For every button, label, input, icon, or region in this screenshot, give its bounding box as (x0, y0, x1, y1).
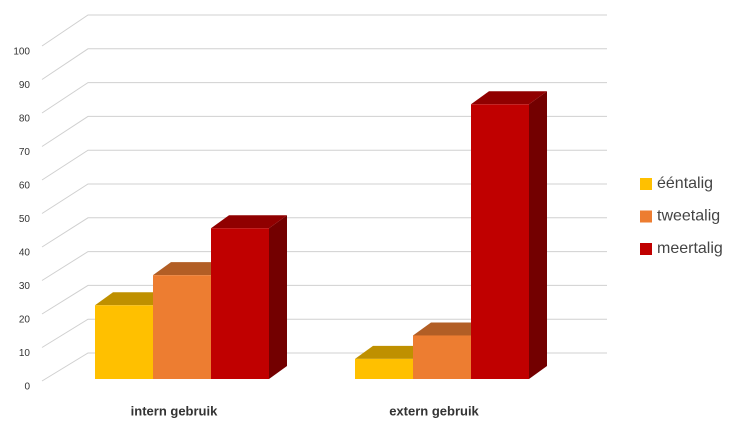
grid-line (41, 183, 607, 214)
grid-line (41, 115, 607, 147)
grid-line (41, 82, 607, 114)
bar-front (471, 104, 529, 380)
y-tick-label: 0 (24, 382, 30, 393)
bar-top (95, 292, 171, 306)
y-tick-label: 60 (19, 181, 31, 192)
bar-front (413, 335, 471, 379)
legend-label: meertalig (657, 240, 723, 257)
legend-label: tweetalig (657, 208, 720, 225)
grid-line (41, 251, 607, 281)
x-tick-label: intern gebruik (131, 403, 218, 418)
grid-line (41, 217, 607, 248)
y-tick-label: 70 (19, 147, 31, 158)
grid-line (41, 284, 607, 315)
grid-line (41, 318, 607, 348)
y-tick-label: 90 (19, 80, 31, 91)
bar (471, 91, 547, 380)
bar-front (355, 358, 413, 379)
legend-label: ééntalig (657, 175, 713, 192)
y-tick-label: 50 (19, 214, 31, 225)
legend-swatch (640, 210, 652, 223)
bar-side (529, 91, 547, 380)
bar-top (413, 322, 489, 336)
legend-swatch (640, 243, 652, 255)
bar (211, 215, 287, 379)
bar-top (211, 215, 287, 229)
bar-top (153, 262, 229, 276)
y-tick-label: 80 (19, 114, 31, 125)
grid-line (41, 14, 607, 47)
y-tick-label: 20 (19, 315, 31, 326)
y-tick-label: 10 (19, 348, 31, 359)
bar-top (355, 345, 431, 359)
y-tick-label: 40 (19, 248, 31, 259)
x-tick-label: extern gebruik (389, 403, 479, 418)
bar-side (269, 215, 287, 379)
y-tick-label: 30 (19, 281, 31, 292)
bar-front (95, 305, 153, 379)
y-tick-label: 100 (13, 47, 30, 58)
bar-top (471, 91, 547, 105)
legend-swatch (640, 178, 652, 190)
bar-front (211, 228, 269, 379)
grid-line (41, 48, 607, 80)
bar-front (153, 275, 211, 379)
grid-line (41, 149, 607, 181)
